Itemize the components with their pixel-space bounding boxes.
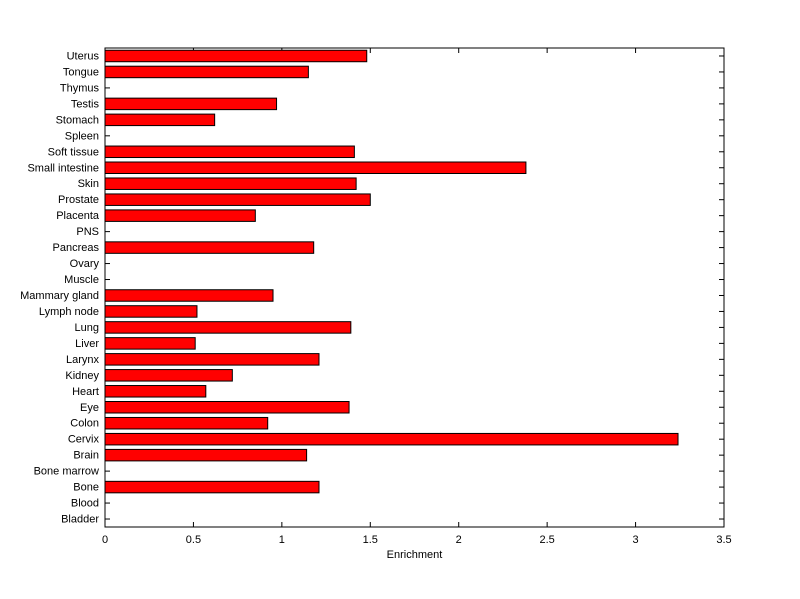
y-axis-label: Testis	[71, 98, 100, 110]
y-axis-label: Bone	[73, 482, 99, 494]
x-tick-label: 2.5	[539, 534, 554, 546]
bar	[104, 97, 278, 111]
y-axis-label: Lung	[75, 322, 99, 334]
y-axis-label: Mammary gland	[20, 290, 99, 302]
y-axis-label: Bladder	[61, 514, 99, 526]
y-axis-label: Stomach	[56, 114, 99, 126]
y-axis-label: Spleen	[65, 130, 99, 142]
y-axis-label: Muscle	[64, 274, 99, 286]
y-axis-label: Eye	[80, 402, 99, 414]
bar	[104, 321, 352, 334]
y-axis-label: Larynx	[66, 354, 100, 366]
y-axis-label: Bone marrow	[34, 466, 99, 478]
bar	[104, 353, 320, 366]
bar	[104, 432, 679, 446]
x-tick-label: 3.5	[716, 534, 731, 546]
bar	[104, 49, 368, 63]
bar	[104, 385, 207, 398]
x-tick-label: 3	[633, 534, 639, 546]
bar	[104, 161, 527, 174]
y-axis-label: Lymph node	[39, 306, 99, 318]
y-axis-label: Skin	[78, 178, 99, 190]
bar	[104, 337, 196, 350]
y-axis-label: Tongue	[63, 66, 99, 78]
bar	[104, 113, 216, 127]
bar	[104, 177, 357, 190]
plot-border	[104, 47, 725, 528]
y-axis-label: Heart	[72, 386, 99, 398]
bar	[104, 241, 315, 254]
y-axis-label: Pancreas	[53, 242, 100, 254]
y-axis-label: Ovary	[70, 258, 100, 270]
y-axis-label: Prostate	[58, 194, 99, 206]
bar	[104, 401, 350, 414]
y-axis-label: Liver	[75, 338, 99, 350]
x-tick-label: 0	[102, 534, 108, 546]
y-axis-label: Brain	[73, 450, 99, 462]
bar	[104, 480, 320, 494]
bar	[104, 369, 233, 382]
x-tick-label: 1	[279, 534, 285, 546]
bar	[104, 448, 308, 462]
x-tick-label: 0.5	[186, 534, 201, 546]
y-axis-label: Small intestine	[27, 162, 99, 174]
y-axis-label: Soft tissue	[48, 146, 99, 158]
y-axis-label: Kidney	[65, 370, 99, 382]
y-axis-label: Cervix	[68, 434, 100, 446]
y-axis-label: Placenta	[56, 210, 100, 222]
bar	[104, 289, 274, 302]
x-tick-label: 1.5	[363, 534, 378, 546]
y-axis-label: Uterus	[67, 50, 100, 62]
bar	[104, 193, 371, 206]
bar	[104, 305, 198, 318]
bar	[104, 416, 269, 430]
bar	[104, 65, 309, 79]
y-axis-label: PNS	[76, 226, 99, 238]
x-tick-label: 2	[456, 534, 462, 546]
y-axis-label: Colon	[70, 418, 99, 430]
bar	[104, 145, 355, 159]
bar	[104, 209, 256, 222]
y-axis-label: Thymus	[60, 82, 100, 94]
x-axis-label: Enrichment	[386, 549, 443, 561]
y-axis-label: Blood	[71, 498, 99, 510]
